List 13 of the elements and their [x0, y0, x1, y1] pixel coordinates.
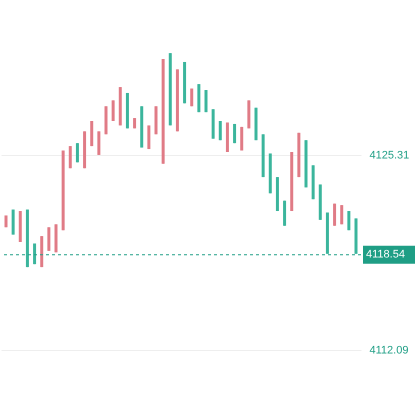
candlestick [68, 146, 72, 169]
candlestick [190, 88, 194, 107]
candlestick [340, 204, 344, 225]
candlestick [218, 120, 222, 141]
y-tick-label: 4125.31 [370, 149, 410, 162]
y-tick-label: 4112.09 [370, 344, 408, 356]
candlestick [97, 130, 100, 156]
candlestick [47, 226, 50, 252]
candlestick [333, 203, 336, 226]
candlestick [133, 118, 136, 129]
candlestick [347, 210, 350, 231]
ref-line-label: 4118.54 [366, 248, 405, 261]
candlestick [76, 142, 79, 163]
